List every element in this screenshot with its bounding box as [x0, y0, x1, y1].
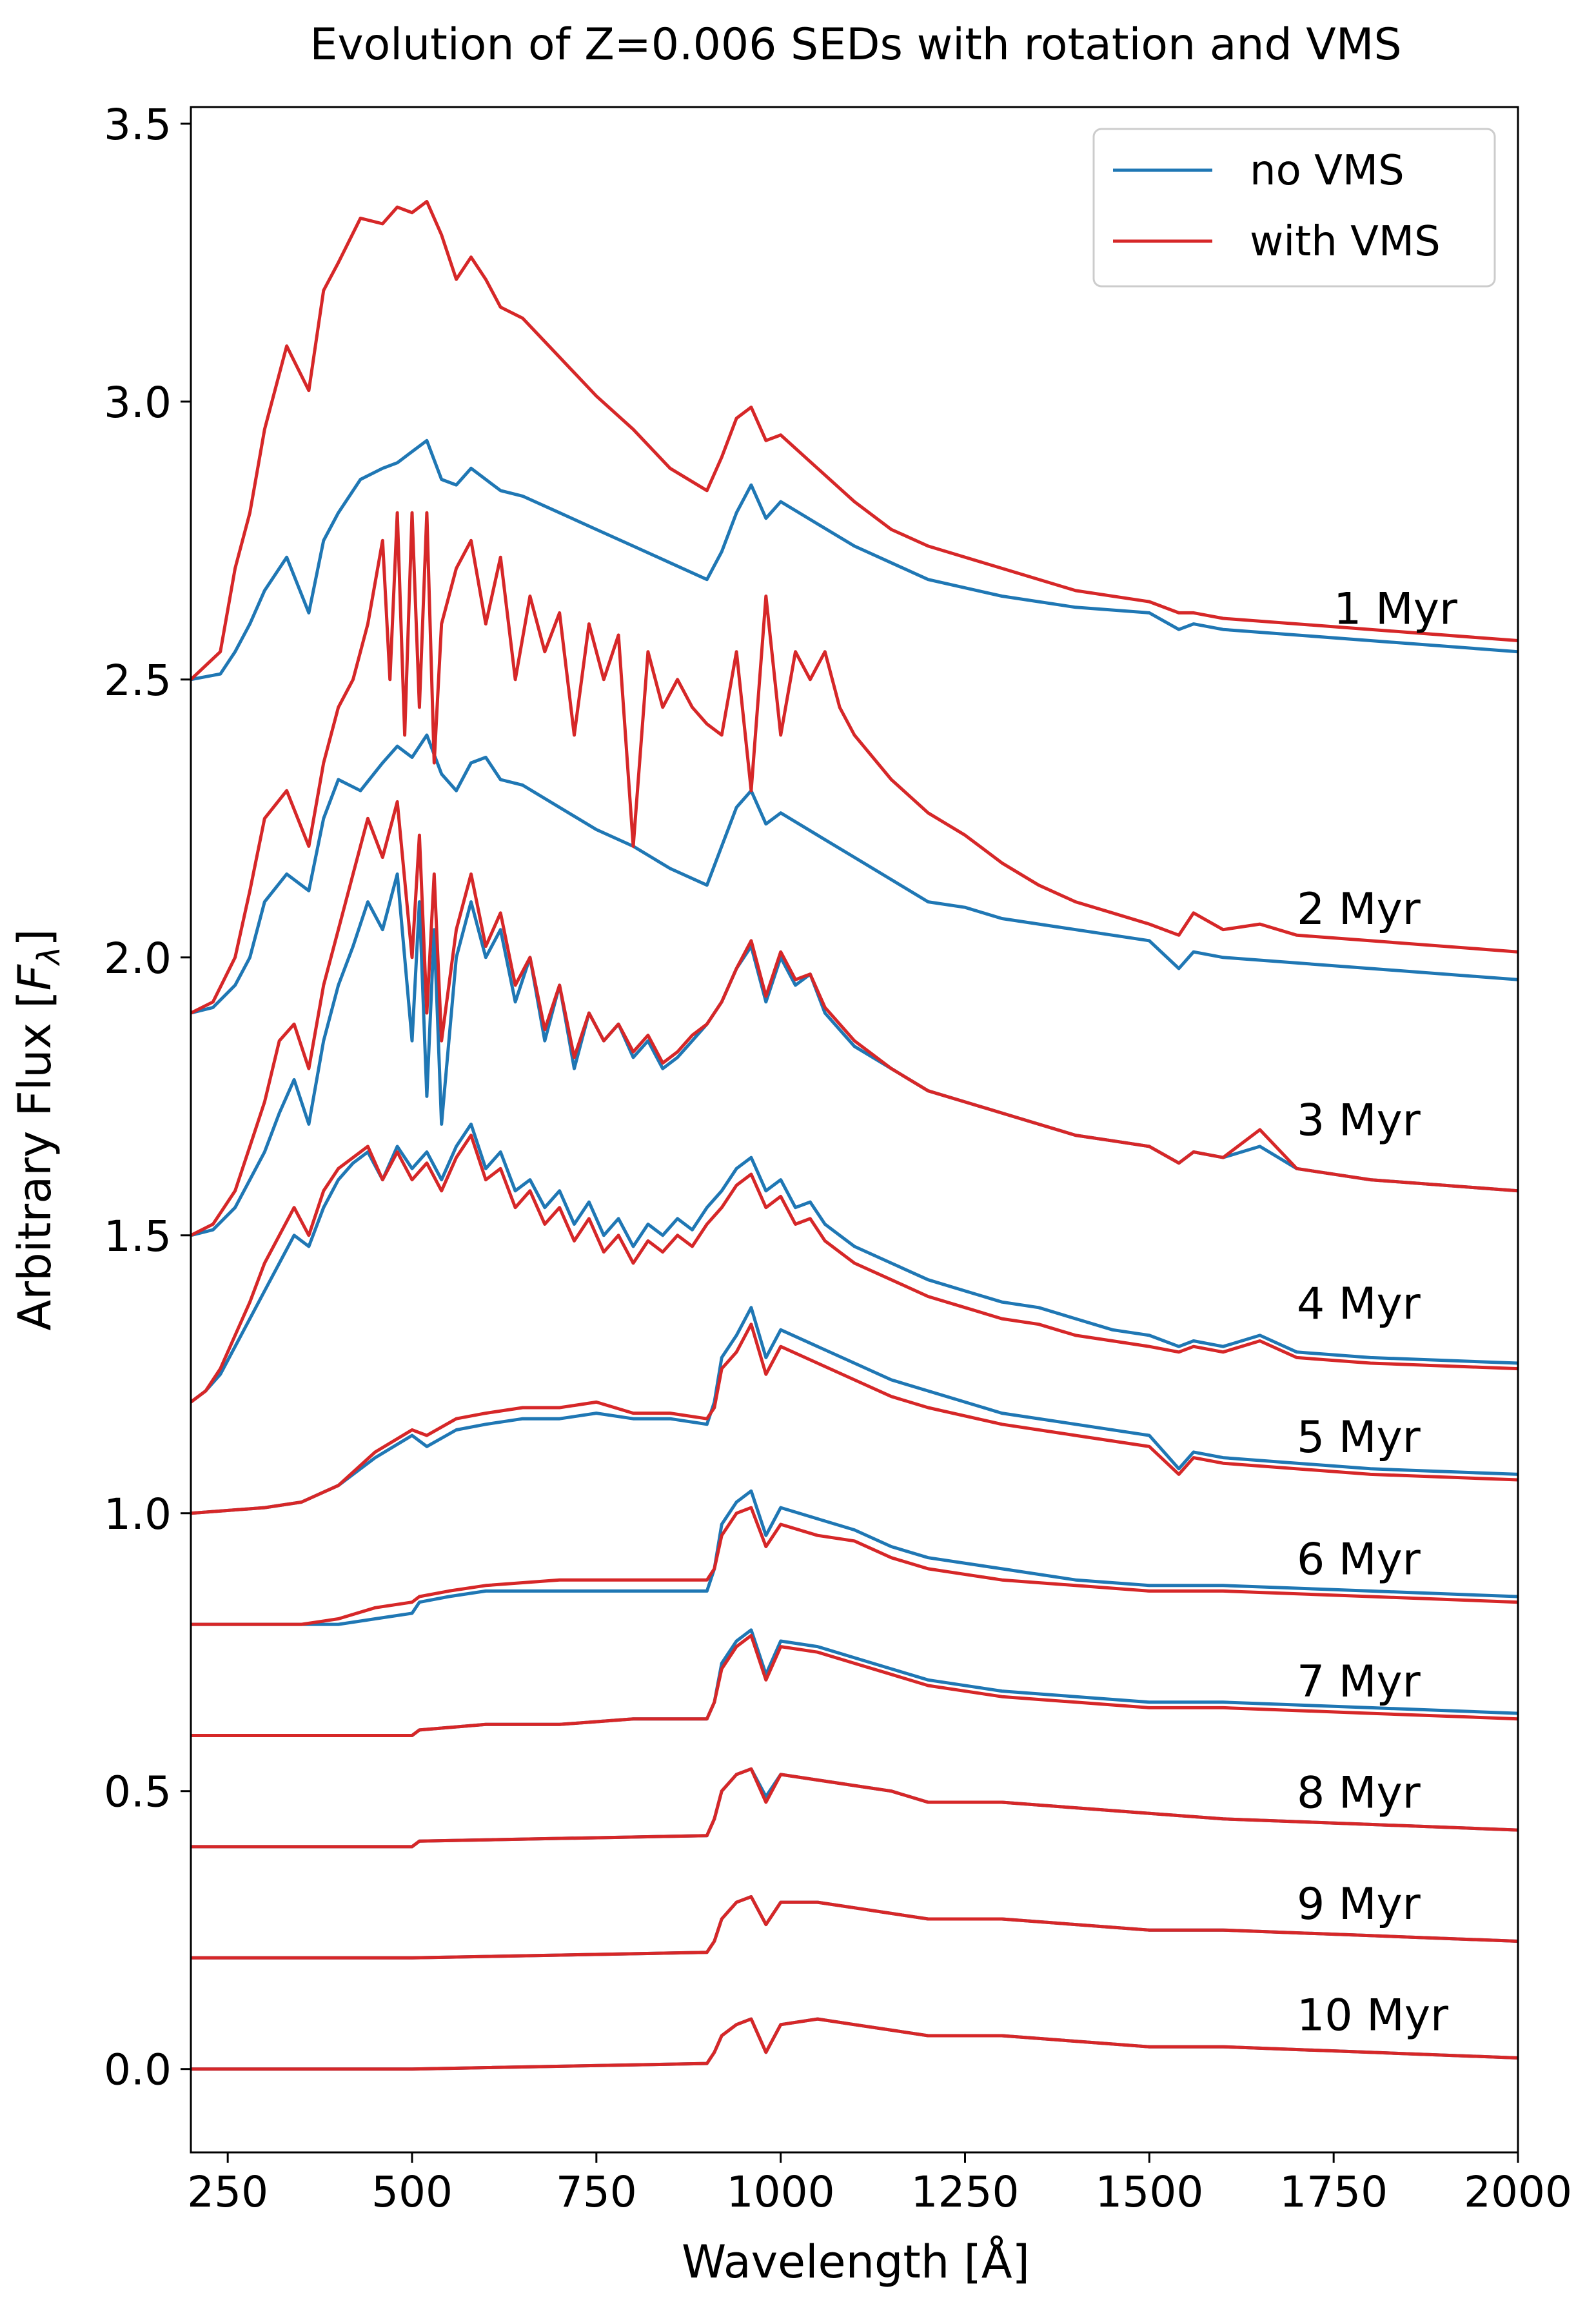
- series-line-4-myr-with-vms: [191, 1134, 1518, 1404]
- series-line-8-myr-with-vms: [191, 1767, 1518, 1849]
- x-tick-label-2000: 2000: [1464, 2167, 1572, 2217]
- y-tick-label-0-5: 0.5: [104, 1767, 172, 1817]
- age-label-10-myr: 10 Myr: [1297, 1990, 1448, 2041]
- legend: no VMS with VMS: [1092, 128, 1496, 288]
- age-label-2-myr: 2 Myr: [1297, 884, 1421, 935]
- y-tick-label-2-5: 2.5: [104, 656, 172, 705]
- series-line-5-myr-no-vms: [191, 1306, 1518, 1515]
- series-line-5-myr-with-vms: [191, 1323, 1518, 1515]
- series-layer: [191, 200, 1518, 2071]
- y-tick-label-1-5: 1.5: [104, 1212, 172, 1261]
- age-label-4-myr: 4 Myr: [1297, 1279, 1421, 1330]
- y-tick-label-1: 1.0: [104, 1490, 172, 1539]
- series-line-1-myr-no-vms: [191, 438, 1518, 682]
- x-axis-ticks: 250 500 750 1000 1250 1500 1750 2000: [187, 2152, 1572, 2217]
- x-tick-label-1500: 1500: [1095, 2167, 1203, 2217]
- series-line-2-myr-no-vms: [191, 733, 1518, 1015]
- y-tick-label-2: 2.0: [104, 934, 172, 983]
- age-label-8-myr: 8 Myr: [1297, 1768, 1421, 1819]
- x-tick-label-500: 500: [371, 2167, 453, 2217]
- x-tick-label-1000: 1000: [727, 2167, 835, 2217]
- series-line-1-myr-with-vms: [191, 200, 1518, 681]
- y-axis-ticks: 0.0 0.5 1.0 1.5 2.0 2.5 3.0 3.5: [104, 100, 191, 2095]
- legend-box: [1092, 128, 1496, 288]
- x-tick-label-1750: 1750: [1279, 2167, 1388, 2217]
- x-tick-label-750: 750: [556, 2167, 637, 2217]
- x-tick-label-1250: 1250: [911, 2167, 1020, 2217]
- chart-title: Evolution of Z=0.006 SEDs with rotation …: [310, 19, 1401, 70]
- series-line-2-myr-with-vms: [191, 511, 1518, 1015]
- age-label-9-myr: 9 Myr: [1297, 1879, 1421, 1930]
- legend-label-no-vms: no VMS: [1250, 147, 1404, 195]
- series-line-9-myr-with-vms: [191, 1895, 1518, 1960]
- age-label-5-myr: 5 Myr: [1297, 1412, 1421, 1463]
- series-line-7-myr-with-vms: [191, 1633, 1518, 1737]
- y-tick-label-3: 3.0: [104, 378, 172, 428]
- x-tick-label-250: 250: [187, 2167, 268, 2217]
- series-line-10-myr-with-vms: [191, 2017, 1518, 2071]
- series-line-3-myr-with-vms: [191, 800, 1518, 1237]
- y-tick-label-3-5: 3.5: [104, 100, 172, 150]
- age-label-6-myr: 6 Myr: [1297, 1535, 1421, 1586]
- plot-frame: [190, 106, 1519, 2154]
- legend-label-with-vms: with VMS: [1250, 218, 1441, 266]
- age-label-layer: 1 Myr 2 Myr 3 Myr 4 Myr 5 Myr 6 Myr 7 Myr 8 Myr…: [1297, 584, 1457, 2041]
- age-label-1-myr: 1 Myr: [1334, 584, 1457, 635]
- series-line-6-myr-with-vms: [191, 1506, 1518, 1626]
- series-line-6-myr-no-vms: [191, 1489, 1518, 1626]
- x-axis-label: Wavelength [Å]: [682, 2236, 1030, 2288]
- age-label-3-myr: 3 Myr: [1297, 1096, 1421, 1146]
- series-line-4-myr-no-vms: [191, 1122, 1518, 1404]
- y-tick-label-0: 0.0: [104, 2045, 172, 2095]
- age-label-7-myr: 7 Myr: [1297, 1657, 1421, 1707]
- y-axis-label: Arbitrary Flux [Fλ]: [8, 929, 67, 1330]
